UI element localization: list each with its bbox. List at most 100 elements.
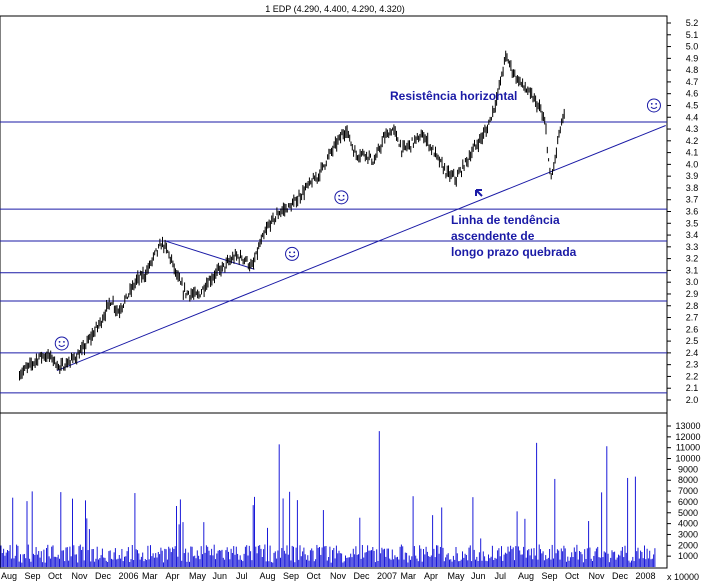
month-label: Jul (236, 571, 248, 581)
month-label: Mar (401, 571, 417, 581)
price-tick-label: 3.6 (686, 207, 699, 217)
price-tick-label: 2.0 (686, 395, 699, 405)
annotation-trendline-3: longo prazo quebrada (451, 245, 577, 259)
smiley-eye (338, 194, 341, 197)
smiley-icon (334, 190, 349, 205)
month-label: Apr (166, 571, 180, 581)
month-label: Jul (495, 571, 507, 581)
volume-tick-label: 10000 (675, 454, 700, 464)
month-label: Nov (330, 571, 347, 581)
price-tick-label: 3.2 (686, 254, 699, 264)
price-series (19, 50, 565, 381)
price-tick-label: 4.8 (686, 65, 699, 75)
smiley-icon (54, 336, 69, 351)
volume-tick-label: 9000 (678, 464, 698, 474)
long-term-trendline (56, 125, 666, 372)
smiley-eye (655, 102, 658, 105)
smiley-face (334, 190, 349, 205)
volume-unit-label: x 10000 (667, 572, 699, 582)
price-tick-label: 4.3 (686, 124, 699, 134)
smiley-icon (646, 98, 661, 113)
smiley-eye (293, 251, 296, 254)
month-label: Dec (95, 571, 112, 581)
smiley-mouth (288, 255, 296, 258)
price-tick-label: 3.9 (686, 171, 699, 181)
smiley-eye (58, 340, 61, 343)
month-label: Oct (307, 571, 322, 581)
month-label: May (448, 571, 466, 581)
volume-tick-label: 13000 (675, 421, 700, 431)
horizontal-levels (0, 121, 667, 394)
volume-tick-label: 2000 (678, 540, 698, 550)
volume-tick-label: 7000 (678, 486, 698, 496)
month-label: Aug (260, 571, 276, 581)
price-tick-label: 3.4 (686, 230, 699, 240)
month-label: Jun (471, 571, 486, 581)
volume-tick-label: 3000 (678, 529, 698, 539)
price-tick-label: 2.8 (686, 301, 699, 311)
price-tick-label: 3.1 (686, 265, 699, 275)
month-label: 2007 (377, 571, 397, 581)
month-label: Dec (612, 571, 629, 581)
month-label: Mar (142, 571, 158, 581)
price-tick-label: 3.3 (686, 242, 699, 252)
month-label: Jun (213, 571, 228, 581)
smiley-eye (650, 102, 653, 105)
price-tick-label: 4.4 (686, 112, 699, 122)
price-tick-label: 2.1 (686, 383, 699, 393)
price-tick-label: 2.7 (686, 313, 699, 323)
price-tick-label: 2.3 (686, 360, 699, 370)
volume-tick-label: 6000 (678, 497, 698, 507)
x-axis-months: Aug Sep Oct Nov Dec 2006 Mar Apr May Jun Jul Aug Sep… (1, 571, 656, 581)
volume-tick-label: 4000 (678, 519, 698, 529)
month-label: Aug (518, 571, 534, 581)
price-tick-label: 4.6 (686, 89, 699, 99)
smiley-face (285, 246, 300, 261)
smiley-mouth (338, 198, 345, 201)
month-label: Oct (48, 571, 63, 581)
volume-tick-label: 8000 (678, 475, 698, 485)
annotation-trendline-2: ascendente de (451, 229, 535, 243)
price-tick-label: 2.2 (686, 371, 699, 381)
price-tick-label: 4.2 (686, 136, 699, 146)
month-label: Oct (565, 571, 580, 581)
price-tick-label: 2.6 (686, 324, 699, 334)
volume-tick-label: 12000 (675, 432, 700, 442)
price-tick-label: 2.5 (686, 336, 699, 346)
smiley-eye (288, 251, 291, 254)
month-label: Sep (283, 571, 299, 581)
price-tick-label: 3.7 (686, 195, 699, 205)
month-label: Apr (424, 571, 438, 581)
smiley-mouth (650, 106, 658, 109)
volume-tick-label: 1000 (678, 551, 698, 561)
chart-title: 1 EDP (4.290, 4.400, 4.290, 4.320) (265, 4, 404, 14)
smiley-eye (63, 340, 65, 343)
month-label: Sep (542, 571, 558, 581)
price-tick-label: 4.7 (686, 77, 699, 87)
price-tick-label: 5.1 (686, 30, 699, 40)
month-label: Dec (354, 571, 371, 581)
annotation-resistance: Resistência horizontal (390, 89, 517, 103)
price-tick-label: 4.5 (686, 100, 699, 110)
smiley-face (54, 336, 69, 351)
volume-tick-label: 11000 (676, 443, 700, 453)
month-label: 2006 (119, 571, 139, 581)
volume-axis: 1300012000110001000090008000700060005000… (667, 421, 701, 561)
price-tick-label: 4.1 (686, 148, 699, 158)
price-tick-label: 3.8 (686, 183, 699, 193)
volume-panel-frame (0, 412, 668, 569)
arrow-icon (475, 189, 483, 197)
price-axis: 5.2 5.1 5.04.9 4.8 4.7 4.64.5 4.4 4.3 4.2 4.14.0 3… (667, 18, 698, 405)
month-label: 2008 (636, 571, 656, 581)
price-tick-label: 2.4 (686, 348, 699, 358)
price-tick-label: 4.9 (686, 53, 699, 63)
price-tick-label: 5.0 (686, 42, 699, 52)
smiley-eye (342, 194, 345, 197)
price-tick-label: 2.9 (686, 289, 699, 299)
price-tick-label: 5.2 (686, 18, 699, 28)
smiley-face (646, 98, 661, 113)
volume-series (0, 431, 656, 567)
month-label: Nov (589, 571, 606, 581)
smiley-markers (54, 98, 661, 351)
